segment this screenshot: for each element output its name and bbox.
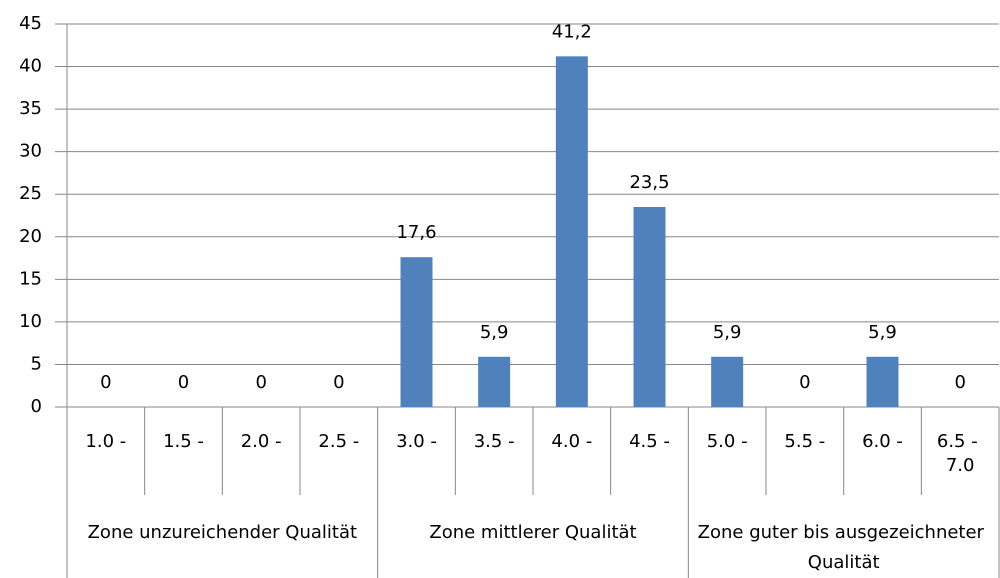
group-label: Zone mittlerer Qualität bbox=[429, 522, 636, 543]
data-label: 17,6 bbox=[396, 222, 436, 243]
x-tick-label: 1.0 - bbox=[85, 431, 126, 452]
bar bbox=[555, 56, 588, 407]
data-label: 23,5 bbox=[629, 172, 669, 193]
y-tick-label: 40 bbox=[19, 56, 42, 77]
y-tick-label: 20 bbox=[19, 226, 42, 247]
data-label: 41,2 bbox=[552, 21, 592, 42]
y-tick-label: 0 bbox=[31, 396, 42, 417]
x-tick-label: 5.5 - bbox=[784, 431, 825, 452]
data-label: 0 bbox=[255, 372, 266, 393]
data-label: 0 bbox=[100, 372, 111, 393]
y-tick-label: 5 bbox=[31, 353, 42, 374]
y-tick-label: 25 bbox=[19, 183, 42, 204]
x-tick-label: 1.5 - bbox=[163, 431, 204, 452]
data-label: 5,9 bbox=[713, 322, 742, 343]
data-label: 0 bbox=[333, 372, 344, 393]
data-label: 0 bbox=[799, 372, 810, 393]
y-tick-label: 10 bbox=[19, 311, 42, 332]
x-tick-label: 6.5 - 7.0 bbox=[937, 431, 984, 476]
group-label: Zone guter bis ausgezeichneter Qualität bbox=[698, 522, 990, 573]
bar bbox=[400, 257, 433, 407]
group-label: Zone unzureichender Qualität bbox=[88, 522, 357, 543]
x-tick-label: 6.0 - bbox=[862, 431, 903, 452]
x-tick-label: 4.5 - bbox=[629, 431, 670, 452]
data-label: 5,9 bbox=[480, 322, 509, 343]
y-tick-label: 35 bbox=[19, 98, 42, 119]
y-tick-label: 30 bbox=[19, 141, 42, 162]
x-tick-label: 3.5 - bbox=[474, 431, 515, 452]
bar bbox=[478, 356, 511, 407]
x-tick-label: 2.0 - bbox=[241, 431, 282, 452]
y-tick-label: 15 bbox=[19, 268, 42, 289]
bar bbox=[633, 206, 666, 407]
x-tick-label: 3.0 - bbox=[396, 431, 437, 452]
y-tick-label: 45 bbox=[19, 13, 42, 34]
bar bbox=[866, 356, 899, 407]
bar bbox=[711, 356, 744, 407]
data-label: 0 bbox=[954, 372, 965, 393]
x-tick-label: 4.0 - bbox=[551, 431, 592, 452]
data-label: 0 bbox=[178, 372, 189, 393]
data-label: 5,9 bbox=[868, 322, 897, 343]
x-tick-label: 2.5 - bbox=[318, 431, 359, 452]
x-tick-label: 5.0 - bbox=[707, 431, 748, 452]
